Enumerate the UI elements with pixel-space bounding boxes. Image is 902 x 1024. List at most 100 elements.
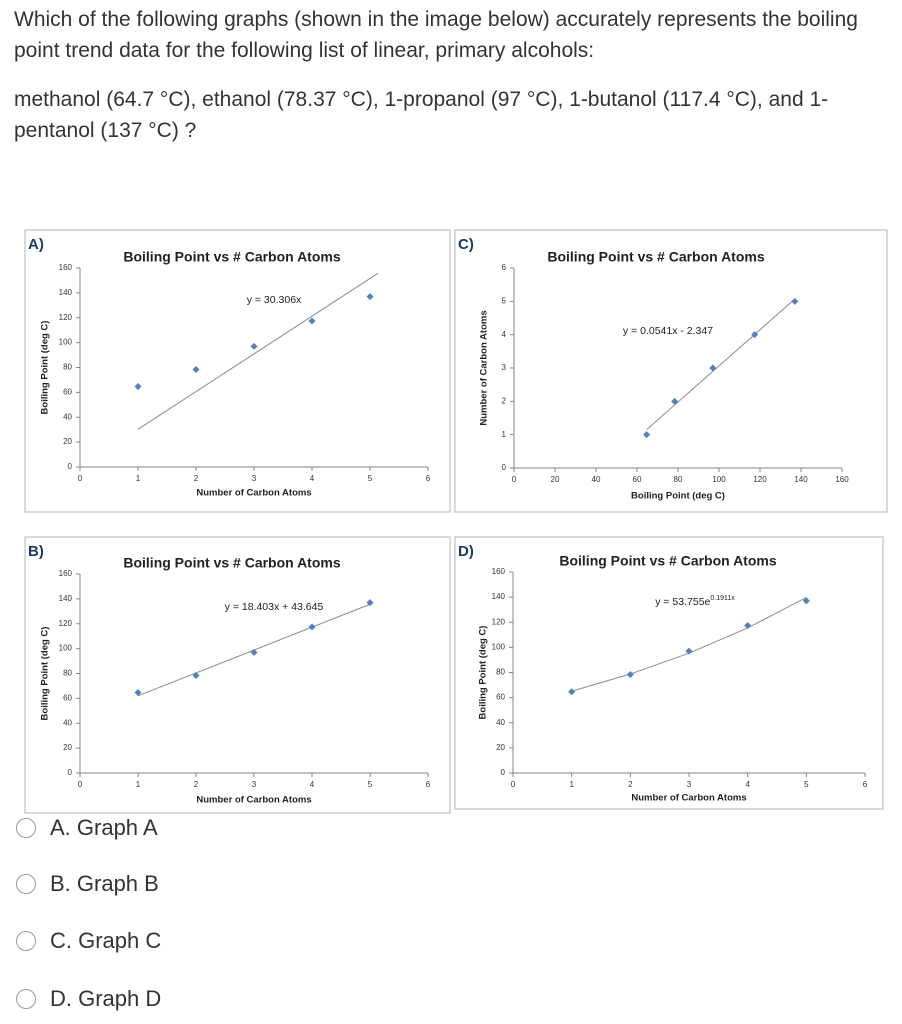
trendline (646, 298, 796, 431)
x-tick-label: 1 (136, 780, 141, 789)
trendline-equation: y = 0.0541x - 2.347 (623, 325, 713, 337)
equation-text: y = 0.0541x - 2.347 (623, 325, 713, 337)
chart-frame (454, 229, 888, 513)
option[interactable]: C. Graph C (16, 926, 161, 956)
chart-title: Boiling Point vs # Carbon Atoms (559, 553, 776, 569)
option-label[interactable]: C. Graph C (50, 928, 162, 953)
radio[interactable] (16, 874, 36, 894)
chart-label: C) (458, 236, 474, 253)
y-tick-label: 160 (59, 569, 73, 578)
data-point (192, 672, 200, 680)
data-point (250, 648, 258, 656)
x-tick-label: 5 (368, 474, 373, 483)
data-point (643, 431, 651, 439)
data-point (308, 317, 316, 325)
y-axis-label: Boiling Point (deg C) (40, 321, 51, 415)
x-tick-label: 2 (194, 780, 199, 789)
data-point (626, 671, 634, 679)
y-tick-label: 120 (59, 619, 73, 628)
data-point (791, 297, 799, 305)
y-tick-label: 80 (63, 363, 72, 372)
x-axis-label: Number of Carbon Atoms (196, 795, 311, 806)
y-tick-label: 4 (502, 330, 507, 339)
x-axis-label: Number of Carbon Atoms (196, 488, 311, 499)
trendline-equation: y = 30.306x (247, 294, 302, 306)
data-point (671, 397, 679, 405)
chart-frame (24, 536, 451, 814)
option[interactable]: B. Graph B (16, 869, 159, 899)
y-tick-label: 20 (496, 743, 505, 752)
x-tick-label: 6 (863, 780, 868, 789)
y-tick-label: 80 (496, 668, 505, 677)
data-point (308, 623, 316, 631)
x-tick-label: 5 (368, 780, 373, 789)
radio[interactable] (16, 989, 36, 1009)
equation-text: y = 53.755e (655, 596, 710, 608)
x-tick-label: 0 (78, 780, 83, 789)
y-tick-label: 100 (59, 338, 73, 347)
y-tick-label: 80 (63, 669, 72, 678)
x-tick-label: 0 (78, 474, 83, 483)
x-tick-label: 5 (804, 780, 809, 789)
x-tick-label: 3 (687, 780, 692, 789)
data-point (366, 293, 374, 301)
x-tick-label: 2 (628, 780, 633, 789)
y-tick-label: 0 (501, 768, 506, 777)
x-tick-label: 0 (512, 475, 517, 484)
x-tick-label: 60 (633, 475, 642, 484)
option-label[interactable]: A. Graph A (50, 815, 158, 840)
chart-frame (24, 229, 451, 513)
y-axis-label: Number of Carbon Atoms (479, 310, 490, 425)
data-point (751, 331, 759, 339)
y-tick-label: 100 (492, 642, 506, 651)
equation-text: y = 30.306x (247, 294, 302, 306)
option-label[interactable]: B. Graph B (50, 871, 159, 896)
y-tick-label: 60 (63, 693, 72, 702)
data-point (134, 689, 142, 697)
option[interactable]: D. Graph D (16, 984, 161, 1014)
x-axis-label: Number of Carbon Atoms (631, 793, 746, 804)
y-tick-label: 1 (502, 430, 507, 439)
trendline-equation: y = 53.755e0.1911x (655, 595, 735, 608)
y-tick-label: 140 (59, 594, 73, 603)
y-tick-label: 60 (63, 387, 72, 396)
chart-label: D) (458, 543, 474, 560)
x-axis-label: Boiling Point (deg C) (631, 491, 725, 502)
y-tick-label: 2 (502, 396, 507, 405)
data-point (250, 342, 258, 350)
x-tick-label: 2 (194, 474, 199, 483)
radio[interactable] (16, 931, 36, 951)
trendline-equation: y = 18.403x + 43.645 (225, 601, 324, 613)
y-tick-label: 120 (492, 617, 506, 626)
y-tick-label: 6 (502, 263, 507, 272)
x-tick-label: 0 (511, 780, 516, 789)
x-tick-label: 100 (712, 475, 726, 484)
chart-label: B) (28, 543, 44, 560)
y-tick-label: 140 (59, 288, 73, 297)
y-tick-label: 0 (502, 463, 507, 472)
chart-title: Boiling Point vs # Carbon Atoms (123, 555, 340, 571)
x-tick-label: 20 (551, 475, 560, 484)
data-point (744, 622, 752, 630)
y-tick-label: 0 (68, 768, 73, 777)
chart-title: Boiling Point vs # Carbon Atoms (547, 249, 764, 265)
y-tick-label: 160 (492, 567, 506, 576)
option-label[interactable]: D. Graph D (50, 986, 162, 1011)
option[interactable]: A. Graph A (16, 813, 158, 843)
radio[interactable] (16, 818, 36, 838)
y-tick-label: 40 (496, 718, 505, 727)
chart-frame (454, 536, 884, 810)
x-tick-label: 1 (569, 780, 574, 789)
data-point (192, 366, 200, 374)
y-tick-label: 5 (502, 296, 507, 305)
x-tick-label: 160 (835, 475, 849, 484)
data-point (709, 364, 717, 372)
data-point (685, 647, 693, 655)
y-tick-label: 20 (63, 437, 72, 446)
x-tick-label: 1 (136, 474, 141, 483)
x-tick-label: 3 (252, 780, 257, 789)
trendline (137, 272, 379, 430)
chart-title: Boiling Point vs # Carbon Atoms (123, 249, 340, 265)
y-tick-label: 120 (59, 313, 73, 322)
